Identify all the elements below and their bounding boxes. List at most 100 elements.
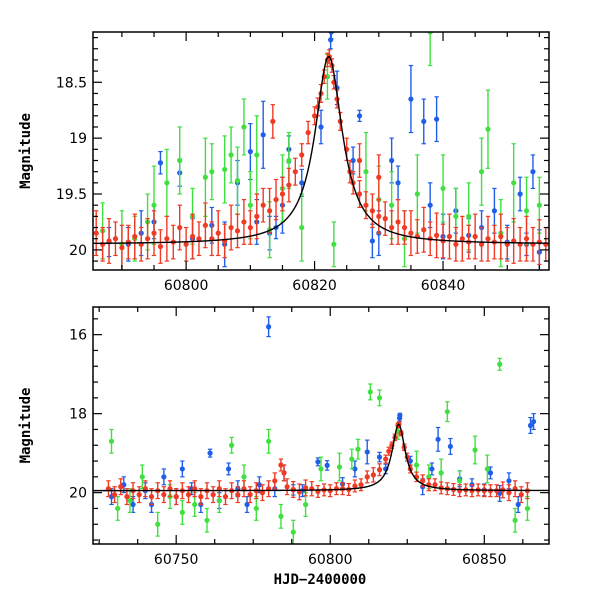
data-point (511, 180, 517, 186)
data-point (290, 486, 296, 493)
data-point (267, 208, 273, 214)
data-point (247, 492, 253, 498)
data-point (515, 501, 521, 508)
y-tick-label: 18.5 (56, 75, 87, 91)
data-point (286, 182, 292, 188)
data-point (161, 492, 167, 498)
data-point (204, 517, 210, 523)
data-point (453, 213, 459, 219)
plot-area (93, 316, 549, 544)
data-point (382, 216, 388, 222)
data-point (408, 96, 414, 102)
data-point (478, 241, 485, 247)
data-point (434, 116, 440, 122)
data-point (386, 448, 392, 454)
data-point (421, 227, 427, 233)
data-point (434, 232, 440, 238)
data-point (270, 118, 276, 124)
data-point (278, 462, 284, 468)
data-point (266, 324, 272, 330)
data-point (457, 478, 463, 484)
data-point (523, 236, 530, 242)
data-point (355, 446, 361, 452)
data-point (179, 509, 185, 515)
data-point (202, 174, 208, 180)
data-point (420, 478, 426, 484)
data-point (157, 243, 164, 250)
data-point (254, 152, 260, 158)
data-point (299, 224, 305, 231)
data-point (331, 241, 337, 247)
plot-area (93, 32, 549, 270)
data-point (281, 470, 287, 476)
y-tick-label: 19 (69, 131, 87, 147)
data-point (124, 494, 130, 500)
data-point (216, 497, 222, 504)
data-point (100, 241, 106, 247)
data-point (284, 484, 290, 490)
data-point (130, 501, 136, 508)
data-point (247, 224, 253, 231)
data-point (299, 152, 305, 158)
data-point (408, 230, 414, 236)
data-point (286, 157, 292, 164)
data-point (524, 505, 531, 512)
data-point (302, 485, 309, 491)
series-green (108, 357, 531, 544)
data-point (228, 224, 234, 231)
data-point (472, 233, 478, 240)
data-point (164, 180, 170, 186)
y-tick-label: 18 (69, 407, 87, 423)
data-point (453, 241, 459, 247)
model-curve (93, 55, 549, 245)
data-point (369, 238, 375, 244)
data-point (209, 169, 215, 175)
data-point (93, 230, 99, 236)
data-point (497, 361, 503, 367)
data-point (108, 438, 115, 444)
data-point (207, 450, 213, 456)
data-point (363, 202, 369, 208)
data-point (523, 208, 530, 214)
data-point (259, 490, 266, 496)
data-point (189, 233, 196, 240)
data-point (506, 478, 512, 484)
y-tick-label: 19.5 (56, 187, 87, 203)
data-point (413, 462, 420, 468)
data-point (125, 239, 131, 245)
data-point (349, 456, 355, 462)
data-point (229, 442, 235, 448)
data-point (106, 238, 112, 244)
data-point (498, 233, 504, 240)
data-point (327, 488, 333, 494)
data-point (376, 174, 382, 180)
x-tick-label: 60800 (164, 278, 209, 294)
data-point (376, 454, 383, 460)
data-point (253, 505, 259, 512)
data-point (241, 219, 247, 225)
data-point (432, 482, 438, 488)
data-point (352, 483, 358, 489)
data-point (279, 191, 286, 197)
data-point (244, 501, 250, 508)
data-point (530, 418, 537, 425)
data-point (376, 467, 383, 473)
data-point (352, 466, 358, 472)
data-point (234, 178, 241, 184)
data-point (389, 202, 395, 208)
data-point (179, 466, 185, 472)
data-point (324, 462, 330, 468)
model-curve (93, 423, 549, 492)
data-point (444, 409, 450, 415)
data-point (115, 505, 121, 512)
data-point (196, 236, 202, 242)
data-point (536, 202, 542, 208)
data-point (136, 492, 142, 498)
data-point (161, 474, 167, 480)
data-point (512, 517, 518, 523)
x-tick-label: 60850 (462, 552, 507, 568)
data-point (389, 157, 395, 164)
data-point (487, 470, 494, 476)
data-point (395, 219, 401, 225)
plot-frame (92, 306, 550, 545)
